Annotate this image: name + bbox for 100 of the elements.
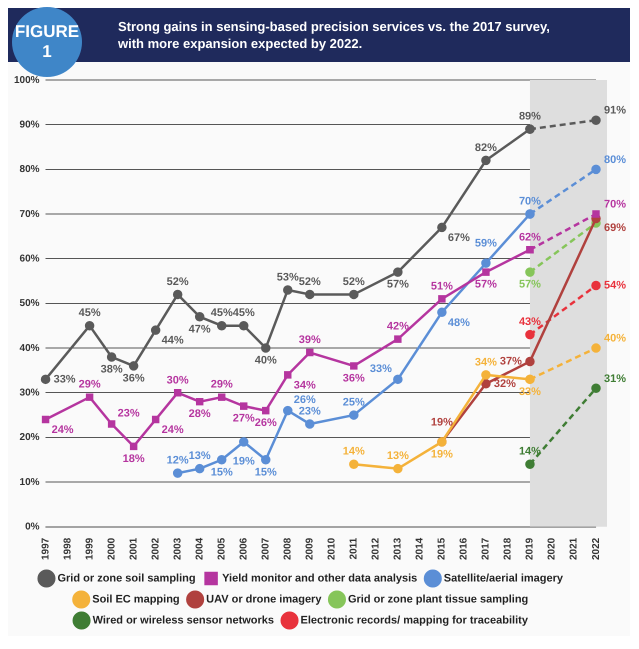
data-label: 19% xyxy=(232,455,255,468)
data-label: 19% xyxy=(430,448,454,460)
data-label: 52% xyxy=(342,276,366,288)
legend-label: Grid or zone plant tissue sampling xyxy=(348,594,528,606)
data-label: 59% xyxy=(474,238,498,250)
legend-label: UAV or drone imagery xyxy=(206,594,322,606)
data-label: 24% xyxy=(162,424,184,436)
data-label: 27% xyxy=(232,412,255,425)
x-tick-label: 2021 xyxy=(568,537,580,560)
y-tick-label: 70% xyxy=(20,208,40,220)
y-tick-label: 30% xyxy=(20,387,40,398)
y-tick-label: 90% xyxy=(20,119,40,130)
data-label: 29% xyxy=(210,378,233,391)
legend-label: Yield monitor and other data analysis xyxy=(222,572,418,585)
y-tick-label: 10% xyxy=(20,476,40,488)
data-label: 25% xyxy=(342,396,366,409)
caption: FIGURE 1 xyxy=(14,22,80,61)
data-label: 15% xyxy=(254,466,277,478)
x-tick-label: 2000 xyxy=(106,537,118,560)
x-tick-label: 2002 xyxy=(150,537,162,560)
data-label: 45% xyxy=(232,307,255,320)
data-label: 69% xyxy=(604,222,626,234)
x-tick-label: 2012 xyxy=(370,537,382,560)
x-tick-label: 1999 xyxy=(84,537,96,560)
x-tick-label: 2008 xyxy=(282,537,294,560)
legend-label: Soil EC mapping xyxy=(92,594,180,606)
data-label: 51% xyxy=(430,280,454,292)
data-label: 28% xyxy=(188,408,211,420)
data-label: 53% xyxy=(276,272,299,284)
data-label: 40% xyxy=(604,332,626,345)
data-label: 57% xyxy=(386,278,410,291)
y-tick-label: 80% xyxy=(20,164,40,176)
data-label: 14% xyxy=(342,446,366,458)
data-label: 57% xyxy=(474,278,498,291)
data-label: 33% xyxy=(370,362,392,375)
x-tick-label: 2010 xyxy=(326,537,338,560)
data-label: 70% xyxy=(604,198,626,211)
data-label: 48% xyxy=(448,316,470,329)
data-label: 67% xyxy=(448,232,470,244)
x-tick-label: 2014 xyxy=(414,537,426,560)
data-label: 52% xyxy=(298,276,322,288)
data-label: 30% xyxy=(166,374,189,386)
data-label: 31% xyxy=(604,372,626,385)
x-tick-label: 1997 xyxy=(40,537,52,560)
x-tick-label: 2015 xyxy=(436,537,448,560)
data-label: 23% xyxy=(298,406,322,418)
data-label: 70% xyxy=(518,196,542,208)
data-label: 89% xyxy=(518,110,542,123)
x-tick-label: 2017 xyxy=(480,537,492,560)
data-label: 23% xyxy=(118,408,140,420)
data-label: 13% xyxy=(386,450,410,462)
data-label: 54% xyxy=(604,280,626,292)
x-tick-label: 2022 xyxy=(590,537,602,560)
data-label: 34% xyxy=(294,379,316,392)
chart-title: Strong gains in sensing-based precision services vs. the 2017 survey, with more expansion expected by 2022. xyxy=(118,18,551,52)
data-label: 29% xyxy=(78,378,101,391)
data-label: 37% xyxy=(500,355,522,368)
x-tick-label: 2011 xyxy=(348,537,360,560)
y-tick-label: 60% xyxy=(20,253,40,264)
legend-label: Wired or wireless sensor networks xyxy=(92,614,274,627)
legend-label: Satellite/aerial imagery xyxy=(444,572,564,585)
data-label: 45% xyxy=(210,307,233,320)
data-label: 42% xyxy=(386,320,410,333)
data-label: 80% xyxy=(604,154,626,166)
y-tick-label: 20% xyxy=(20,432,40,444)
legend-label: Grid or zone soil sampling xyxy=(57,572,196,585)
data-label: 62% xyxy=(518,231,542,244)
data-label: 47% xyxy=(188,323,211,336)
data-label: 32% xyxy=(494,378,516,390)
data-label: 45% xyxy=(78,307,101,320)
data-label: 38% xyxy=(100,364,123,376)
x-tick-label: 2019 xyxy=(524,537,536,560)
data-label: 82% xyxy=(474,142,498,154)
data-label: 43% xyxy=(518,316,542,328)
x-tick-label: 2006 xyxy=(238,537,250,560)
data-label: 36% xyxy=(342,372,366,384)
x-tick-label: 2001 xyxy=(128,537,140,560)
data-label: 26% xyxy=(294,394,316,406)
data-label: 91% xyxy=(604,104,626,117)
x-tick-label: 2016 xyxy=(458,537,470,560)
data-label: 40% xyxy=(254,354,277,367)
data-label: 19% xyxy=(430,416,454,428)
x-tick-label: 2003 xyxy=(172,537,184,560)
x-tick-label: 2020 xyxy=(546,537,558,560)
data-label: 36% xyxy=(122,372,145,384)
x-tick-label: 1998 xyxy=(62,537,74,560)
data-label: 33% xyxy=(54,373,76,386)
y-tick-label: 50% xyxy=(20,298,40,310)
data-label: 12% xyxy=(166,454,189,467)
x-tick-label: 2007 xyxy=(260,537,272,560)
y-tick-label: 0% xyxy=(25,522,40,533)
x-tick-label: 2018 xyxy=(502,537,514,560)
x-tick-label: 2005 xyxy=(216,537,228,560)
data-label: 33% xyxy=(518,386,542,398)
data-label: 34% xyxy=(474,356,498,368)
y-tick-label: 100% xyxy=(14,74,40,86)
data-label: 39% xyxy=(298,334,322,346)
data-label: 18% xyxy=(122,452,145,465)
y-tick-label: 40% xyxy=(20,342,40,354)
x-tick-label: 2004 xyxy=(194,537,206,560)
